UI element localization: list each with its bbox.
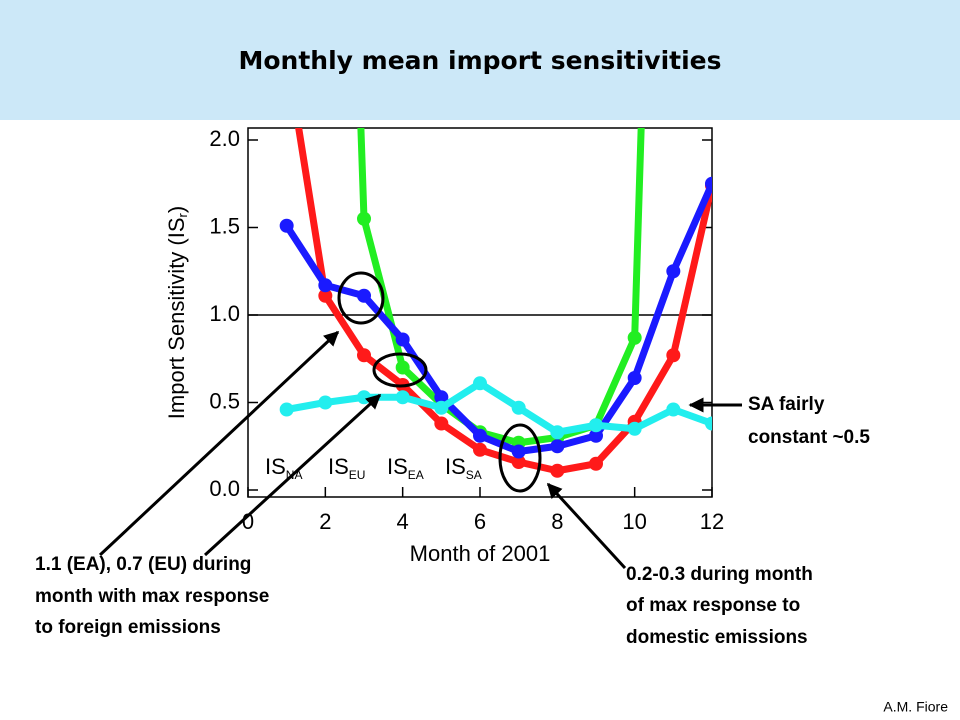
legend-prefix: IS: [328, 454, 349, 479]
data-point: [511, 444, 526, 459]
data-point: [550, 425, 565, 440]
data-point: [627, 421, 642, 436]
annotation-shapes: [98, 271, 742, 570]
data-point: [357, 211, 371, 226]
y-axis-label: Import Sensitivity (ISr): [164, 206, 191, 419]
legend-entry: ISEU: [328, 454, 365, 482]
data-point: [434, 400, 449, 415]
data-point: [357, 390, 371, 405]
legend-name: SA: [466, 468, 482, 482]
annotation-text: 1.1 (EA), 0.7 (EU) during: [35, 554, 251, 575]
x-tick-label: 10: [622, 509, 646, 534]
annotation-text: of max response to: [626, 595, 800, 616]
data-point: [395, 332, 410, 347]
data-point: [279, 402, 294, 417]
series-line: [283, 182, 712, 455]
data-point: [434, 416, 449, 431]
slide-title: Monthly mean import sensitivities: [238, 46, 721, 75]
data-point: [279, 218, 294, 233]
data-point: [589, 428, 603, 443]
annotation-text: to foreign emissions: [35, 617, 221, 638]
annotation-text: month with max response: [35, 586, 269, 607]
data-point: [357, 348, 371, 363]
data-point: [395, 390, 410, 405]
data-point: [705, 176, 712, 191]
data-point: [357, 288, 371, 303]
annotation-text: 0.2-0.3 during month: [626, 564, 813, 585]
credit: A.M. Fiore: [883, 699, 948, 715]
arrow: [98, 330, 340, 557]
legend-prefix: IS: [387, 454, 408, 479]
data-point: [473, 428, 487, 443]
data-point: [666, 264, 681, 279]
data-point: [666, 402, 681, 417]
x-tick-label: 8: [551, 509, 563, 534]
highlight-circle: [372, 352, 428, 388]
legend-entry: ISSA: [445, 454, 482, 482]
legend-name: EA: [408, 468, 424, 482]
annotation-text: domestic emissions: [626, 627, 808, 648]
annotation-text: constant ~0.5: [748, 427, 870, 448]
series-line: [286, 379, 712, 436]
data-point: [550, 463, 565, 478]
y-axis-label-part: ): [164, 206, 189, 213]
y-axis-label-part: Import Sensitivity (IS: [164, 217, 189, 419]
y-tick-label: 1.5: [209, 213, 240, 238]
x-tick-label: 4: [397, 509, 409, 534]
highlight-circle: [337, 271, 385, 325]
y-tick-label: 0.0: [209, 476, 240, 501]
legend-entry: ISNA: [265, 454, 302, 482]
x-tick-label: 0: [242, 509, 254, 534]
legend-prefix: IS: [445, 454, 466, 479]
arrow: [203, 393, 382, 557]
data-point: [627, 330, 642, 345]
data-point: [705, 416, 712, 431]
data-point: [318, 288, 333, 303]
data-point: [589, 418, 603, 433]
legend-name: EU: [349, 468, 366, 482]
data-point: [511, 455, 526, 469]
data-point: [589, 456, 603, 471]
highlight-circle: [498, 423, 542, 493]
data-point: [434, 390, 449, 405]
data-point: [395, 360, 410, 375]
data-point: [473, 376, 487, 391]
y-tick-label: 0.5: [209, 388, 240, 413]
data-point: [550, 439, 565, 454]
header-band: [0, 0, 960, 120]
legend-entry: ISEA: [387, 454, 424, 482]
x-axis-label: Month of 2001: [410, 541, 551, 566]
data-point: [511, 400, 526, 415]
data-point: [666, 348, 681, 363]
x-tick-label: 6: [474, 509, 486, 534]
annotation-text: SA fairly: [748, 394, 825, 415]
x-tick-label: 2: [319, 509, 331, 534]
arrow: [546, 482, 627, 570]
data-point: [318, 395, 333, 410]
y-tick-label: 1.0: [209, 301, 240, 326]
y-axis-label-sub: r: [175, 212, 190, 217]
data-point: [627, 371, 642, 385]
data-point: [473, 442, 487, 457]
legend-prefix: IS: [265, 454, 286, 479]
y-tick-label: 2.0: [209, 126, 240, 151]
data-point: [318, 278, 333, 293]
x-tick-label: 12: [700, 509, 724, 534]
